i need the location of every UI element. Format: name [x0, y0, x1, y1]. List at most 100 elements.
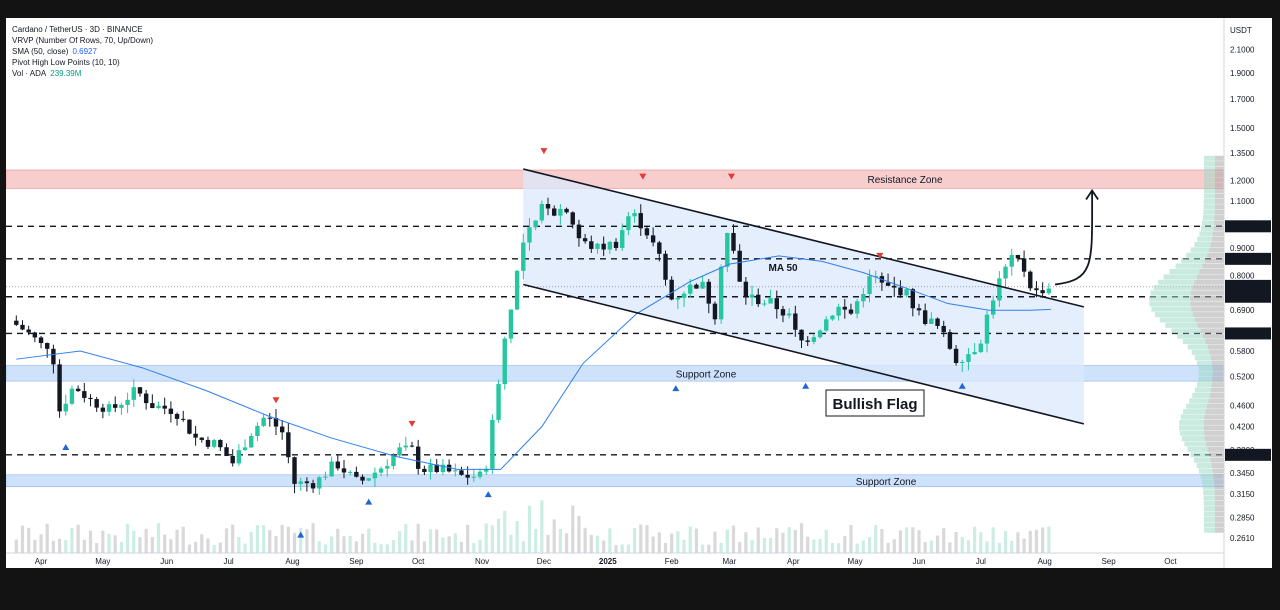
- candle-body[interactable]: [904, 289, 909, 296]
- candle-body[interactable]: [477, 471, 483, 477]
- candle-body[interactable]: [867, 276, 872, 294]
- candle-body[interactable]: [737, 250, 742, 282]
- candle-body[interactable]: [174, 413, 180, 419]
- candle-body[interactable]: [292, 457, 297, 484]
- candle-body[interactable]: [45, 343, 50, 349]
- candle-body[interactable]: [347, 471, 353, 473]
- candle-body[interactable]: [88, 397, 93, 400]
- candle-body[interactable]: [972, 352, 977, 355]
- candle-body[interactable]: [817, 330, 823, 338]
- candle-body[interactable]: [743, 281, 749, 298]
- candle-body[interactable]: [502, 338, 507, 385]
- candle-body[interactable]: [644, 228, 650, 236]
- candle-body[interactable]: [953, 348, 959, 363]
- candle-body[interactable]: [100, 407, 106, 412]
- candle-body[interactable]: [527, 227, 532, 243]
- candle-body[interactable]: [576, 224, 582, 239]
- candle-body[interactable]: [799, 329, 804, 341]
- candle-body[interactable]: [143, 393, 149, 404]
- candle-body[interactable]: [150, 403, 155, 409]
- candle-body[interactable]: [626, 216, 631, 231]
- candle-body[interactable]: [236, 450, 242, 464]
- candle-body[interactable]: [780, 309, 786, 316]
- candle-body[interactable]: [267, 417, 272, 419]
- candle-body[interactable]: [323, 476, 328, 478]
- candle-body[interactable]: [929, 318, 934, 324]
- candle-body[interactable]: [397, 447, 402, 456]
- candle-body[interactable]: [162, 405, 167, 409]
- candle-body[interactable]: [861, 293, 866, 302]
- candle-body[interactable]: [960, 361, 965, 363]
- candle-body[interactable]: [786, 313, 792, 316]
- candle-body[interactable]: [453, 470, 458, 472]
- candle-body[interactable]: [26, 329, 31, 333]
- candle-body[interactable]: [712, 303, 718, 320]
- candle-body[interactable]: [211, 440, 217, 447]
- candle-body[interactable]: [317, 477, 322, 489]
- candle-body[interactable]: [378, 468, 384, 473]
- candle-body[interactable]: [57, 364, 62, 412]
- candle-body[interactable]: [916, 308, 922, 311]
- candle-body[interactable]: [632, 213, 637, 217]
- candle-body[interactable]: [415, 446, 421, 469]
- candle-body[interactable]: [854, 301, 860, 314]
- candle-body[interactable]: [657, 242, 662, 254]
- candle-body[interactable]: [595, 243, 600, 249]
- candle-body[interactable]: [131, 387, 136, 400]
- candle-body[interactable]: [106, 404, 112, 412]
- candle-body[interactable]: [286, 432, 291, 458]
- candle-body[interactable]: [255, 425, 260, 436]
- candle-body[interactable]: [885, 282, 891, 286]
- candle-body[interactable]: [218, 440, 223, 448]
- candle-body[interactable]: [82, 391, 87, 398]
- candle-body[interactable]: [422, 468, 427, 473]
- candle-body[interactable]: [539, 204, 545, 221]
- candle-body[interactable]: [545, 204, 551, 209]
- candle-body[interactable]: [181, 418, 186, 420]
- candle-body[interactable]: [564, 208, 569, 213]
- candle-body[interactable]: [354, 471, 359, 477]
- candle-body[interactable]: [836, 306, 841, 316]
- candle-body[interactable]: [69, 388, 75, 404]
- candle-body[interactable]: [63, 403, 68, 412]
- candle-body[interactable]: [521, 242, 526, 271]
- candle-body[interactable]: [440, 464, 446, 473]
- candle-body[interactable]: [842, 306, 847, 310]
- candle-body[interactable]: [718, 266, 724, 320]
- candle-body[interactable]: [1028, 271, 1033, 289]
- candle-body[interactable]: [249, 435, 254, 448]
- candle-body[interactable]: [38, 337, 44, 344]
- candle-body[interactable]: [947, 332, 953, 349]
- candle-body[interactable]: [199, 437, 204, 440]
- candle-body[interactable]: [459, 470, 464, 475]
- candle-body[interactable]: [589, 241, 594, 249]
- candle-body[interactable]: [329, 461, 334, 477]
- candle-body[interactable]: [304, 481, 310, 484]
- candle-body[interactable]: [984, 314, 990, 344]
- candle-body[interactable]: [774, 298, 779, 310]
- candle-body[interactable]: [391, 455, 396, 467]
- candle-body[interactable]: [725, 232, 730, 267]
- candle-body[interactable]: [601, 243, 606, 250]
- candle-body[interactable]: [372, 472, 378, 479]
- candle-body[interactable]: [242, 447, 248, 451]
- candle-body[interactable]: [205, 439, 211, 447]
- candle-body[interactable]: [366, 478, 371, 481]
- candle-body[interactable]: [434, 464, 439, 473]
- candle-body[interactable]: [620, 230, 625, 248]
- candle-body[interactable]: [650, 235, 656, 243]
- candle-body[interactable]: [570, 212, 575, 225]
- candle-body[interactable]: [1015, 255, 1021, 259]
- candle-body[interactable]: [298, 481, 303, 484]
- candle-body[interactable]: [496, 384, 501, 420]
- candle-body[interactable]: [898, 287, 903, 296]
- candle-body[interactable]: [385, 466, 390, 469]
- candle-body[interactable]: [675, 297, 681, 300]
- candle-body[interactable]: [756, 294, 761, 305]
- candle-body[interactable]: [273, 417, 279, 427]
- candle-body[interactable]: [465, 474, 470, 478]
- candle-body[interactable]: [768, 298, 773, 304]
- candle-body[interactable]: [1040, 290, 1045, 294]
- candle-body[interactable]: [805, 340, 810, 342]
- candle-body[interactable]: [14, 320, 19, 325]
